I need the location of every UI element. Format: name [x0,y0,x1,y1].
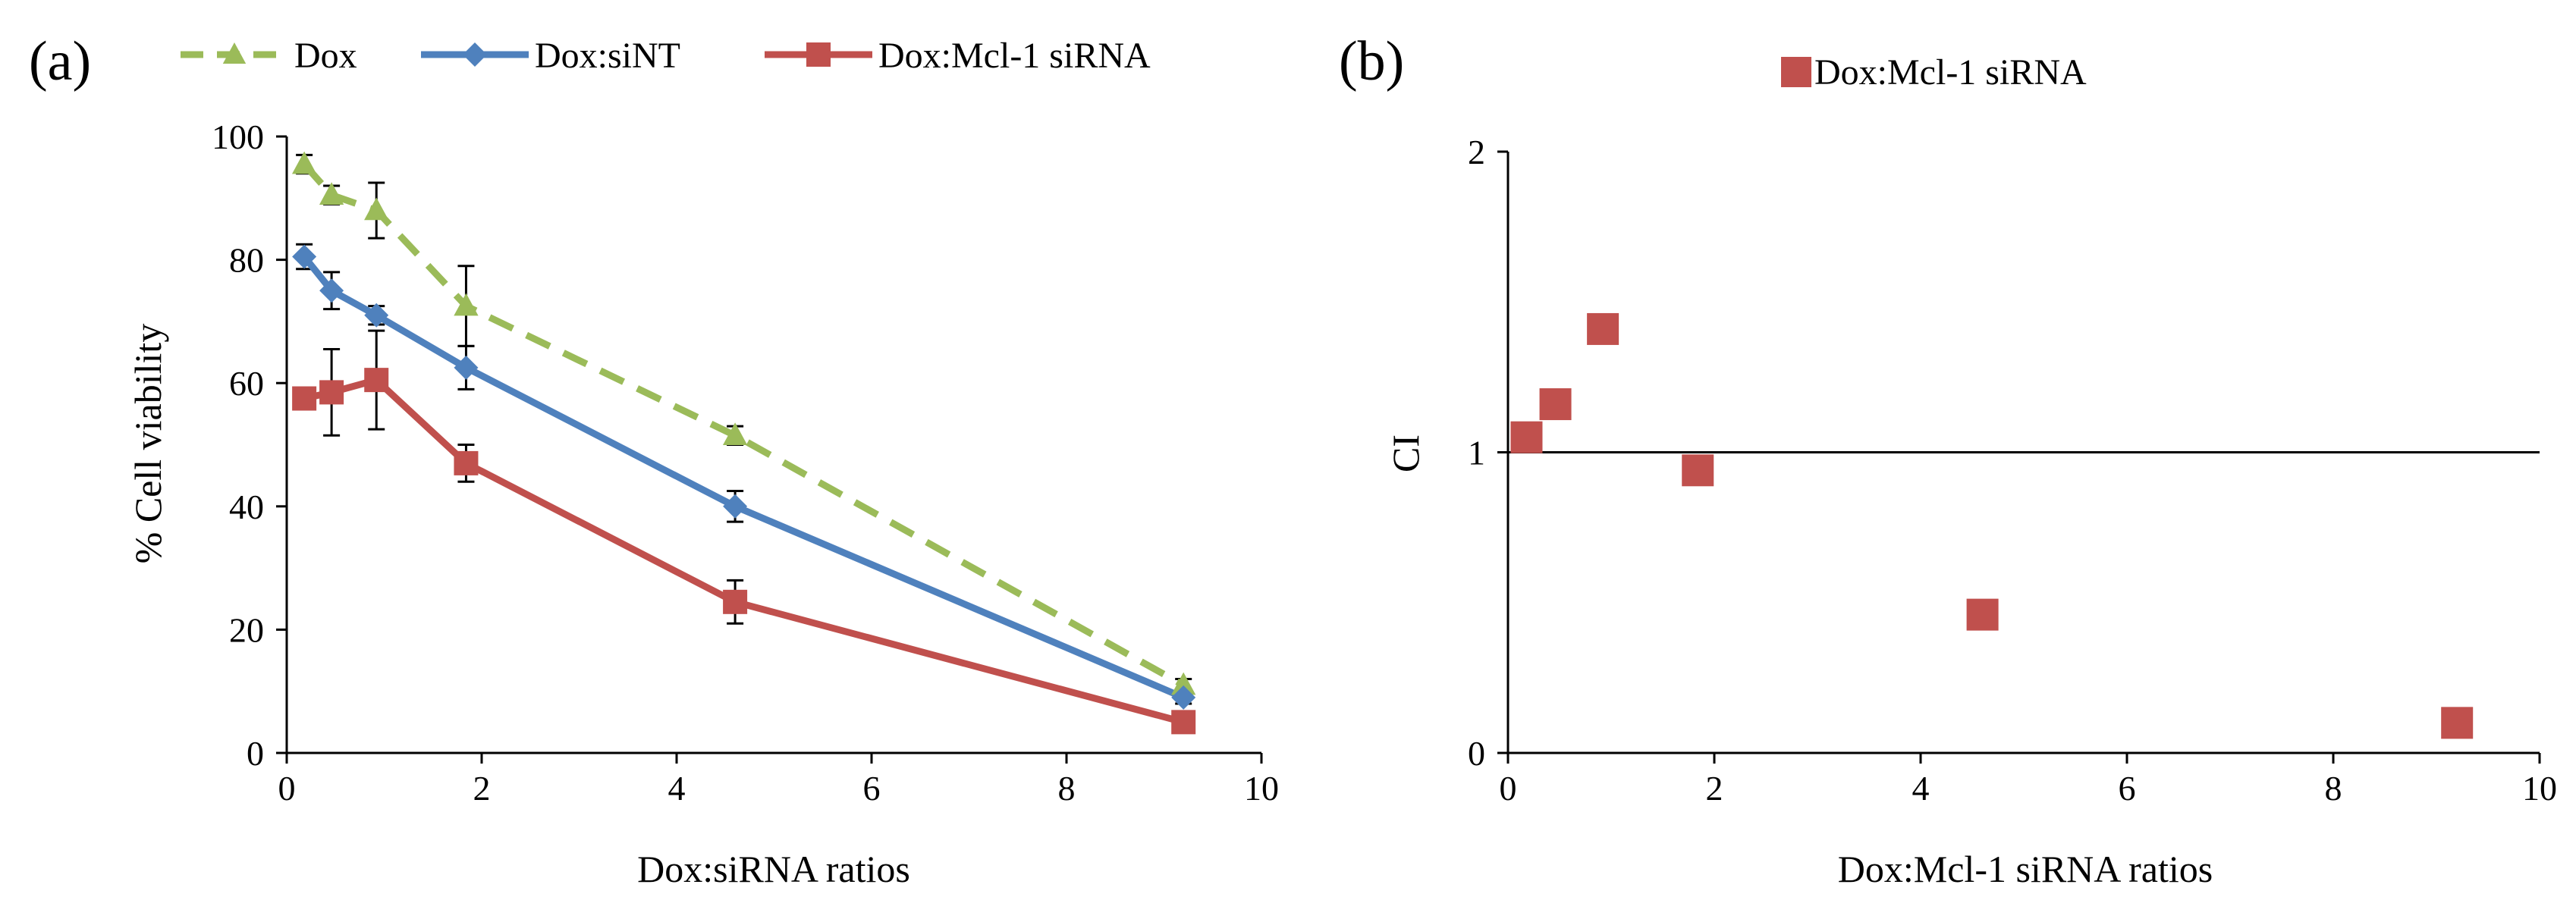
data-point-1 [319,278,344,303]
series-line-2 [303,376,1185,726]
x-tick-label-a: 0 [278,769,296,808]
legend-label-b: Dox:Mcl-1 siRNA [1814,52,2087,93]
y-tick-label-a: 20 [229,610,264,649]
data-point-0 [1171,672,1196,695]
legend-b: Dox:Mcl-1 siRNA [1781,52,2087,93]
legend-a: Dox Dox:siNT Dox:Mcl-1 siRNA [181,36,1151,76]
data-point-0 [291,151,317,174]
data-point-1 [364,303,389,328]
scatter-point [1539,388,1572,421]
x-tick-label-b: 2 [1706,769,1723,808]
x-tick-label-b: 4 [1912,769,1930,808]
y-tick-label-a: 40 [229,488,264,526]
y-tick-label-a: 80 [229,241,264,280]
data-point-0 [319,182,344,205]
scatter-point [1587,312,1619,345]
data-point-0 [454,293,479,316]
data-point-1 [454,355,479,380]
data-point-0 [722,422,748,446]
y-tick-label-a: 0 [247,734,264,773]
x-tick-label-b: 8 [2325,769,2342,808]
scatter-point [1682,454,1714,487]
legend-marker-b [1781,57,1811,87]
chart-b: Dox:Mcl-1 siRNA CI Dox:Mcl-1 siRNA ratio… [1384,52,2557,890]
legend-marker-1 [463,42,487,67]
y-tick-label-b: 1 [1468,434,1485,472]
axes-a: 0 20 40 60 80 100 0 2 4 6 8 10 [212,118,1279,808]
axes-b: 0 1 2 0 2 4 6 8 10 [1468,133,2557,808]
data-point-1 [292,244,317,269]
y-axis-label-a: % Cell viability [127,324,169,564]
panel-label-a: (a) [29,30,91,93]
legend-label-1: Dox:siNT [535,36,680,76]
series-line-1 [301,254,1185,701]
data-point-1 [723,494,748,519]
y-tick-label-a: 100 [212,118,264,156]
x-axis-label-a: Dox:siRNA ratios [637,848,910,890]
legend-marker-0 [222,42,247,64]
data-point-2 [723,589,748,614]
x-tick-label-b: 0 [1500,769,1517,808]
y-tick-label-b: 2 [1468,133,1485,171]
legend-marker-2 [806,42,831,67]
chart-a: Dox Dox:siNT Dox:Mcl-1 siRNA % Cell viabil… [127,36,1279,890]
y-tick-label-a: 60 [229,364,264,403]
data-point-2 [454,450,479,475]
series-b [1510,312,2474,739]
x-tick-label-b: 10 [2522,769,2557,808]
data-point-2 [319,380,344,405]
y-axis-label-b: CI [1384,434,1427,472]
x-tick-label-a: 6 [863,769,881,808]
x-axis-label-b: Dox:Mcl-1 siRNA ratios [1838,848,2213,890]
panel-label-b: (b) [1339,30,1404,93]
data-point-2 [364,368,389,393]
series-a [291,151,1196,735]
data-point-2 [1171,710,1196,735]
y-tick-label-b: 0 [1468,734,1485,773]
x-tick-label-b: 6 [2119,769,2136,808]
x-tick-label-a: 8 [1058,769,1076,808]
x-tick-label-a: 10 [1244,769,1279,808]
data-point-0 [364,197,389,221]
legend-label-0: Dox [294,36,357,76]
data-point-1 [1171,685,1196,710]
legend-label-2: Dox:Mcl-1 siRNA [878,36,1151,76]
data-point-2 [292,386,317,411]
scatter-point [2441,707,2474,739]
scatter-point [1510,421,1543,453]
x-tick-label-a: 2 [473,769,491,808]
scatter-point [1966,598,1999,631]
x-tick-label-a: 4 [668,769,686,808]
